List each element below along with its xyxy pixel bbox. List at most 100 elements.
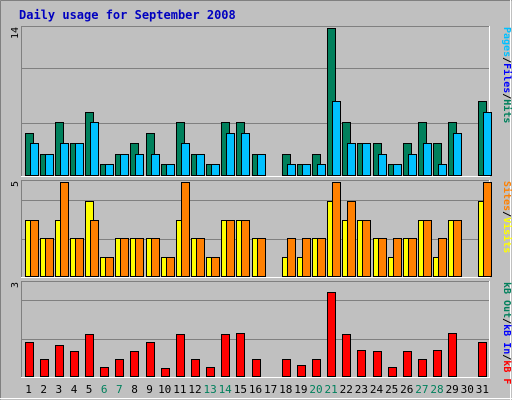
bar-sites-day-1 bbox=[30, 220, 39, 277]
bar-files-day-31 bbox=[483, 112, 492, 176]
y-max-label: 5 bbox=[10, 181, 21, 187]
bar-kb-f-day-22 bbox=[342, 334, 351, 377]
bar-kb-f-day-12 bbox=[191, 359, 200, 377]
bar-sites-day-2 bbox=[45, 238, 54, 277]
day-label-11: 11 bbox=[173, 383, 186, 396]
bar-sites-day-15 bbox=[241, 220, 250, 277]
day-label-27: 27 bbox=[415, 383, 428, 396]
day-label-21: 21 bbox=[324, 383, 337, 396]
bar-kb-f-day-21 bbox=[327, 292, 336, 377]
bar-sites-day-5 bbox=[90, 220, 99, 277]
bar-kb-f-day-29 bbox=[448, 333, 457, 377]
day-label-31: 31 bbox=[476, 383, 489, 396]
bar-kb-f-day-31 bbox=[478, 342, 487, 377]
bar-files-day-28 bbox=[438, 164, 447, 176]
bar-sites-day-20 bbox=[317, 238, 326, 277]
bar-sites-day-10 bbox=[166, 257, 175, 277]
bar-files-day-14 bbox=[226, 133, 235, 176]
bar-sites-day-6 bbox=[105, 257, 114, 277]
bar-files-day-26 bbox=[408, 154, 417, 176]
bar-sites-day-24 bbox=[378, 238, 387, 277]
bar-sites-day-21 bbox=[332, 182, 341, 277]
legend-visits: Visits bbox=[501, 217, 512, 253]
bar-sites-day-13 bbox=[211, 257, 220, 277]
legend-pages: Pages bbox=[501, 27, 512, 57]
legend-kb-f: kB F bbox=[501, 360, 512, 384]
bar-kb-f-day-18 bbox=[282, 359, 291, 377]
day-label-12: 12 bbox=[188, 383, 201, 396]
bar-sites-day-22 bbox=[347, 201, 356, 277]
day-label-29: 29 bbox=[446, 383, 459, 396]
day-label-14: 14 bbox=[219, 383, 233, 396]
bar-kb-f-day-28 bbox=[433, 350, 442, 377]
bar-files-day-9 bbox=[151, 154, 160, 176]
bar-files-day-21 bbox=[332, 101, 341, 176]
bar-kb-f-day-11 bbox=[176, 334, 185, 377]
bar-hits-day-28 bbox=[433, 143, 442, 176]
bar-kb-f-day-6 bbox=[100, 367, 109, 377]
day-label-6: 6 bbox=[101, 383, 108, 396]
day-label-7: 7 bbox=[116, 383, 123, 396]
bar-kb-f-day-14 bbox=[221, 334, 230, 377]
bar-files-day-1 bbox=[30, 143, 39, 176]
day-axis-labels: 1 2 3 4 5 6 7 8 9 10 11 12 13 14 15 16 17 18 19 20 21 22 23 24 2… bbox=[25, 383, 489, 396]
panel-visits-sites: 5 Sites/Visits bbox=[10, 180, 512, 278]
day-label-26: 26 bbox=[400, 383, 413, 396]
bar-files-day-8 bbox=[135, 154, 144, 176]
bar-files-day-27 bbox=[423, 143, 432, 176]
bar-sites-day-19 bbox=[302, 238, 311, 277]
bar-kb-f-day-10 bbox=[161, 368, 170, 377]
bar-kb-f-day-20 bbox=[312, 359, 321, 377]
bar-sites-day-16 bbox=[257, 238, 266, 277]
legend-files: Files bbox=[501, 63, 512, 93]
day-label-20: 20 bbox=[309, 383, 322, 396]
bar-files-day-10 bbox=[166, 164, 175, 176]
day-label-10: 10 bbox=[158, 383, 171, 396]
day-label-16: 16 bbox=[249, 383, 262, 396]
legend-separator: / bbox=[501, 57, 512, 63]
bar-files-day-13 bbox=[211, 164, 220, 176]
day-label-19: 19 bbox=[294, 383, 307, 396]
bar-files-day-2 bbox=[45, 154, 54, 176]
bar-sites-day-26 bbox=[408, 238, 417, 277]
day-label-25: 25 bbox=[385, 383, 398, 396]
day-label-23: 23 bbox=[355, 383, 368, 396]
day-label-2: 2 bbox=[40, 383, 47, 396]
day-label-28: 28 bbox=[430, 383, 443, 396]
panel-legend: kB Out/kB In/kB F bbox=[501, 282, 512, 384]
bar-kb-f-day-9 bbox=[146, 342, 155, 377]
bar-sites-day-31 bbox=[483, 182, 492, 277]
legend-kb-out: kB Out bbox=[501, 282, 512, 318]
bar-sites-day-12 bbox=[196, 238, 205, 277]
bar-kb-f-day-3 bbox=[55, 345, 64, 377]
bar-kb-f-day-7 bbox=[115, 359, 124, 377]
legend-separator: / bbox=[501, 318, 512, 324]
bar-kb-f-day-8 bbox=[130, 351, 139, 377]
day-label-8: 8 bbox=[131, 383, 138, 396]
day-label-1: 1 bbox=[25, 383, 32, 396]
bar-sites-day-27 bbox=[423, 220, 432, 277]
bar-files-day-15 bbox=[241, 133, 250, 176]
bar-sites-day-23 bbox=[362, 220, 371, 277]
bar-sites-day-29 bbox=[453, 220, 462, 277]
bar-kb-f-day-16 bbox=[252, 359, 261, 377]
day-label-3: 3 bbox=[55, 383, 62, 396]
bar-files-day-18 bbox=[287, 164, 296, 176]
legend-hits: Hits bbox=[501, 99, 512, 123]
bar-sites-day-9 bbox=[151, 238, 160, 277]
legend-separator: / bbox=[501, 93, 512, 99]
bar-sites-day-14 bbox=[226, 220, 235, 277]
y-max-label: 3 bbox=[10, 282, 21, 288]
bar-kb-f-day-2 bbox=[40, 359, 49, 377]
bar-sites-day-8 bbox=[135, 238, 144, 277]
bar-sites-day-4 bbox=[75, 238, 84, 277]
day-label-4: 4 bbox=[71, 383, 78, 396]
bar-sites-day-11 bbox=[181, 182, 190, 277]
bar-kb-f-day-13 bbox=[206, 367, 215, 377]
chart-title: Daily usage for September 2008 bbox=[19, 8, 236, 22]
y-max-label: 14 bbox=[10, 27, 21, 39]
bar-sites-day-7 bbox=[120, 238, 129, 277]
bar-kb-f-day-26 bbox=[403, 351, 412, 377]
bar-files-day-11 bbox=[181, 143, 190, 176]
